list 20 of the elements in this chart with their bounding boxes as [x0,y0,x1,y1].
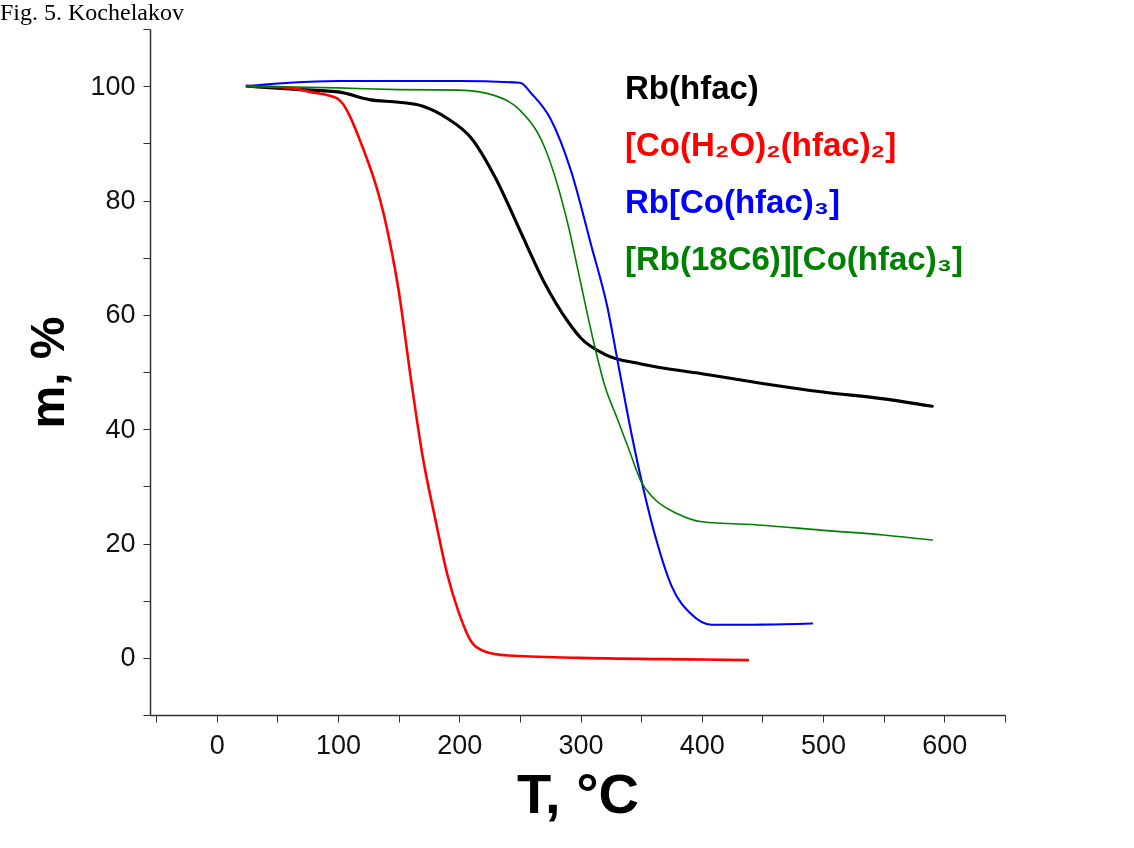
y-tick-label: 40 [105,413,136,444]
text: Rb(hfac) [625,69,759,106]
x-tick-label: 400 [679,729,725,760]
y-tick-label: 80 [105,185,136,215]
x-axis-title: T, °C [517,761,639,825]
y-tick-label: 60 [105,299,136,330]
caption: Fig. 5. Kochelakov [0,0,184,25]
y-axis-title: m, % [21,316,75,429]
x-tick-label: 200 [437,729,483,760]
series-label: [Rb(18C6)][Co(hfac)₃] [625,240,963,277]
series-label: Rb[Co(hfac)₃] [625,183,841,220]
y-tick-label: 100 [90,70,136,101]
text: [Co(H₂O)₂(hfac)₂] [625,126,897,163]
x-tick-label: 300 [558,729,604,760]
x-tick-label: 500 [801,729,847,760]
y-tick-label: 20 [105,528,136,558]
x-tick-label: 600 [922,729,968,760]
y-tick-label: 0 [120,642,136,673]
x-tick-label: 100 [315,729,362,760]
x-tick-label: 0 [209,729,225,760]
